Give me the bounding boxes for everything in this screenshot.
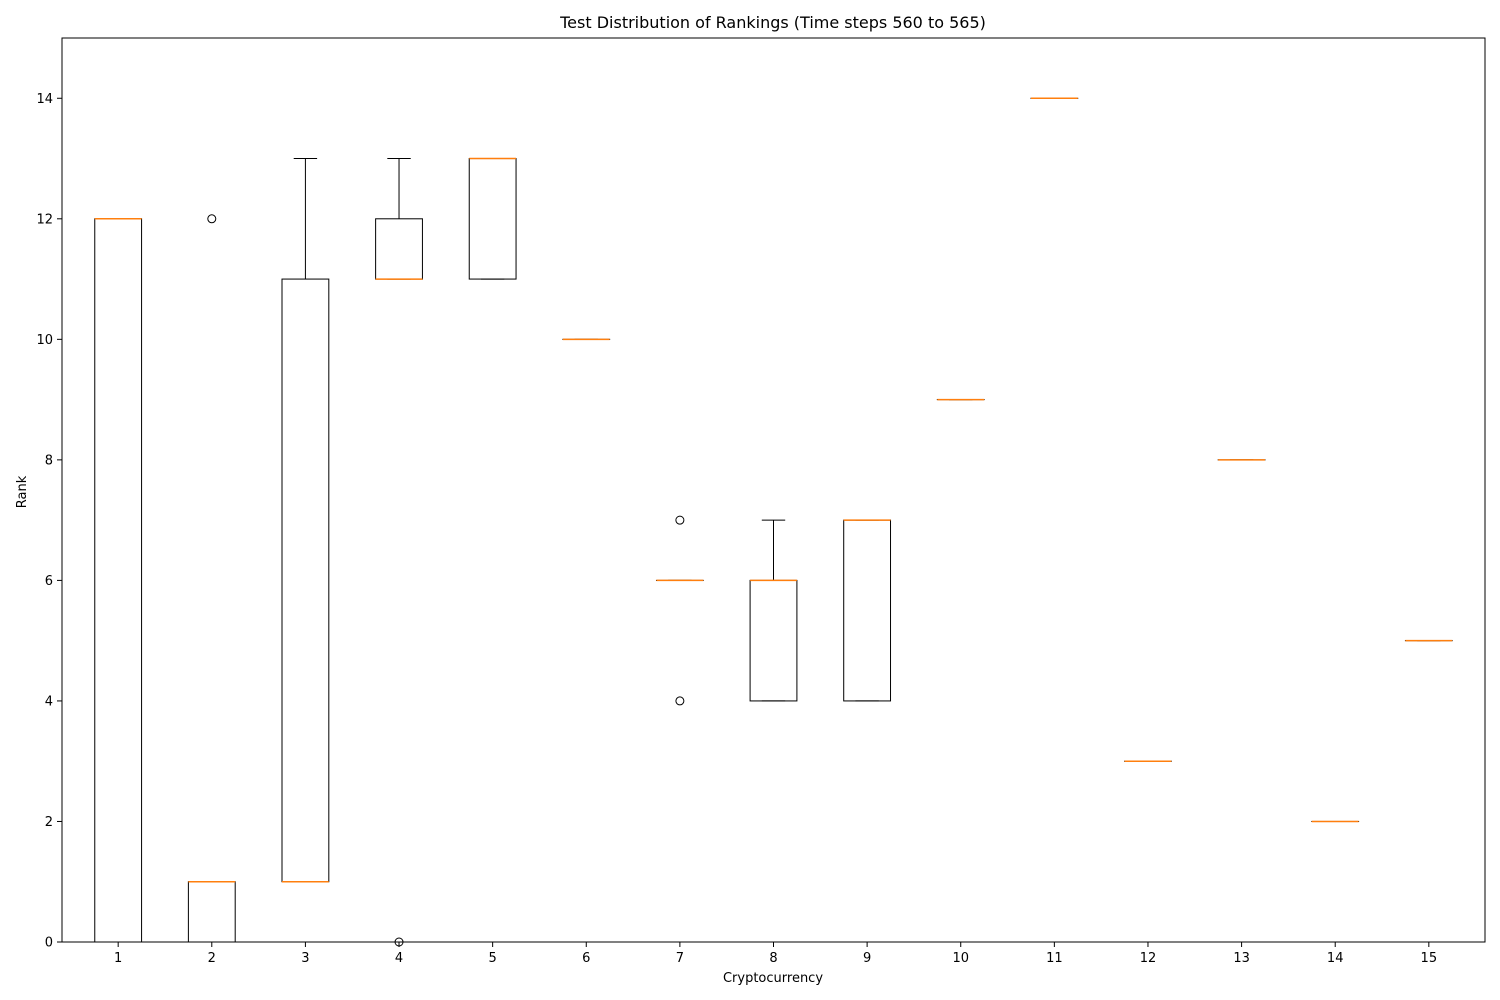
y-tick-label: 12 — [36, 212, 53, 227]
outlier-point — [675, 515, 685, 525]
box-iqr — [94, 218, 143, 943]
chart-title: Test Distribution of Rankings (Time step… — [559, 13, 986, 32]
y-tick-label: 6 — [45, 574, 53, 589]
x-tick-label: 9 — [863, 951, 871, 966]
x-tick-label: 15 — [1421, 951, 1438, 966]
y-tick-label: 14 — [36, 92, 53, 107]
x-tick-label: 14 — [1327, 951, 1344, 966]
x-tick-label: 6 — [582, 951, 590, 966]
box-iqr — [375, 218, 423, 280]
box-iqr — [187, 881, 236, 943]
x-tick-label: 5 — [489, 951, 497, 966]
x-tick-label: 7 — [676, 951, 684, 966]
outlier-point — [394, 937, 404, 947]
outlier-point — [675, 696, 685, 706]
x-axis-label: Cryptocurrency — [723, 971, 823, 986]
outlier-point — [207, 214, 217, 224]
x-tick-label: 4 — [395, 951, 403, 966]
x-tick-label: 11 — [1046, 951, 1063, 966]
x-tick-label: 3 — [301, 951, 309, 966]
y-axis-label: Rank — [15, 475, 30, 508]
y-tick-label: 8 — [45, 453, 53, 468]
x-tick-label: 2 — [208, 951, 216, 966]
box-iqr — [281, 278, 330, 883]
x-tick-label: 10 — [952, 951, 969, 966]
box-iqr — [843, 519, 892, 702]
x-tick-label: 13 — [1233, 951, 1250, 966]
x-tick-label: 1 — [114, 951, 122, 966]
y-tick-label: 2 — [45, 815, 53, 830]
y-tick-label: 10 — [36, 333, 53, 348]
axes-frame — [61, 37, 1486, 943]
x-tick-label: 12 — [1140, 951, 1157, 966]
y-tick-label: 4 — [45, 694, 53, 709]
box-iqr — [749, 579, 798, 702]
box-iqr — [468, 158, 517, 280]
y-tick-label: 0 — [45, 936, 53, 951]
x-tick-label: 8 — [769, 951, 777, 966]
